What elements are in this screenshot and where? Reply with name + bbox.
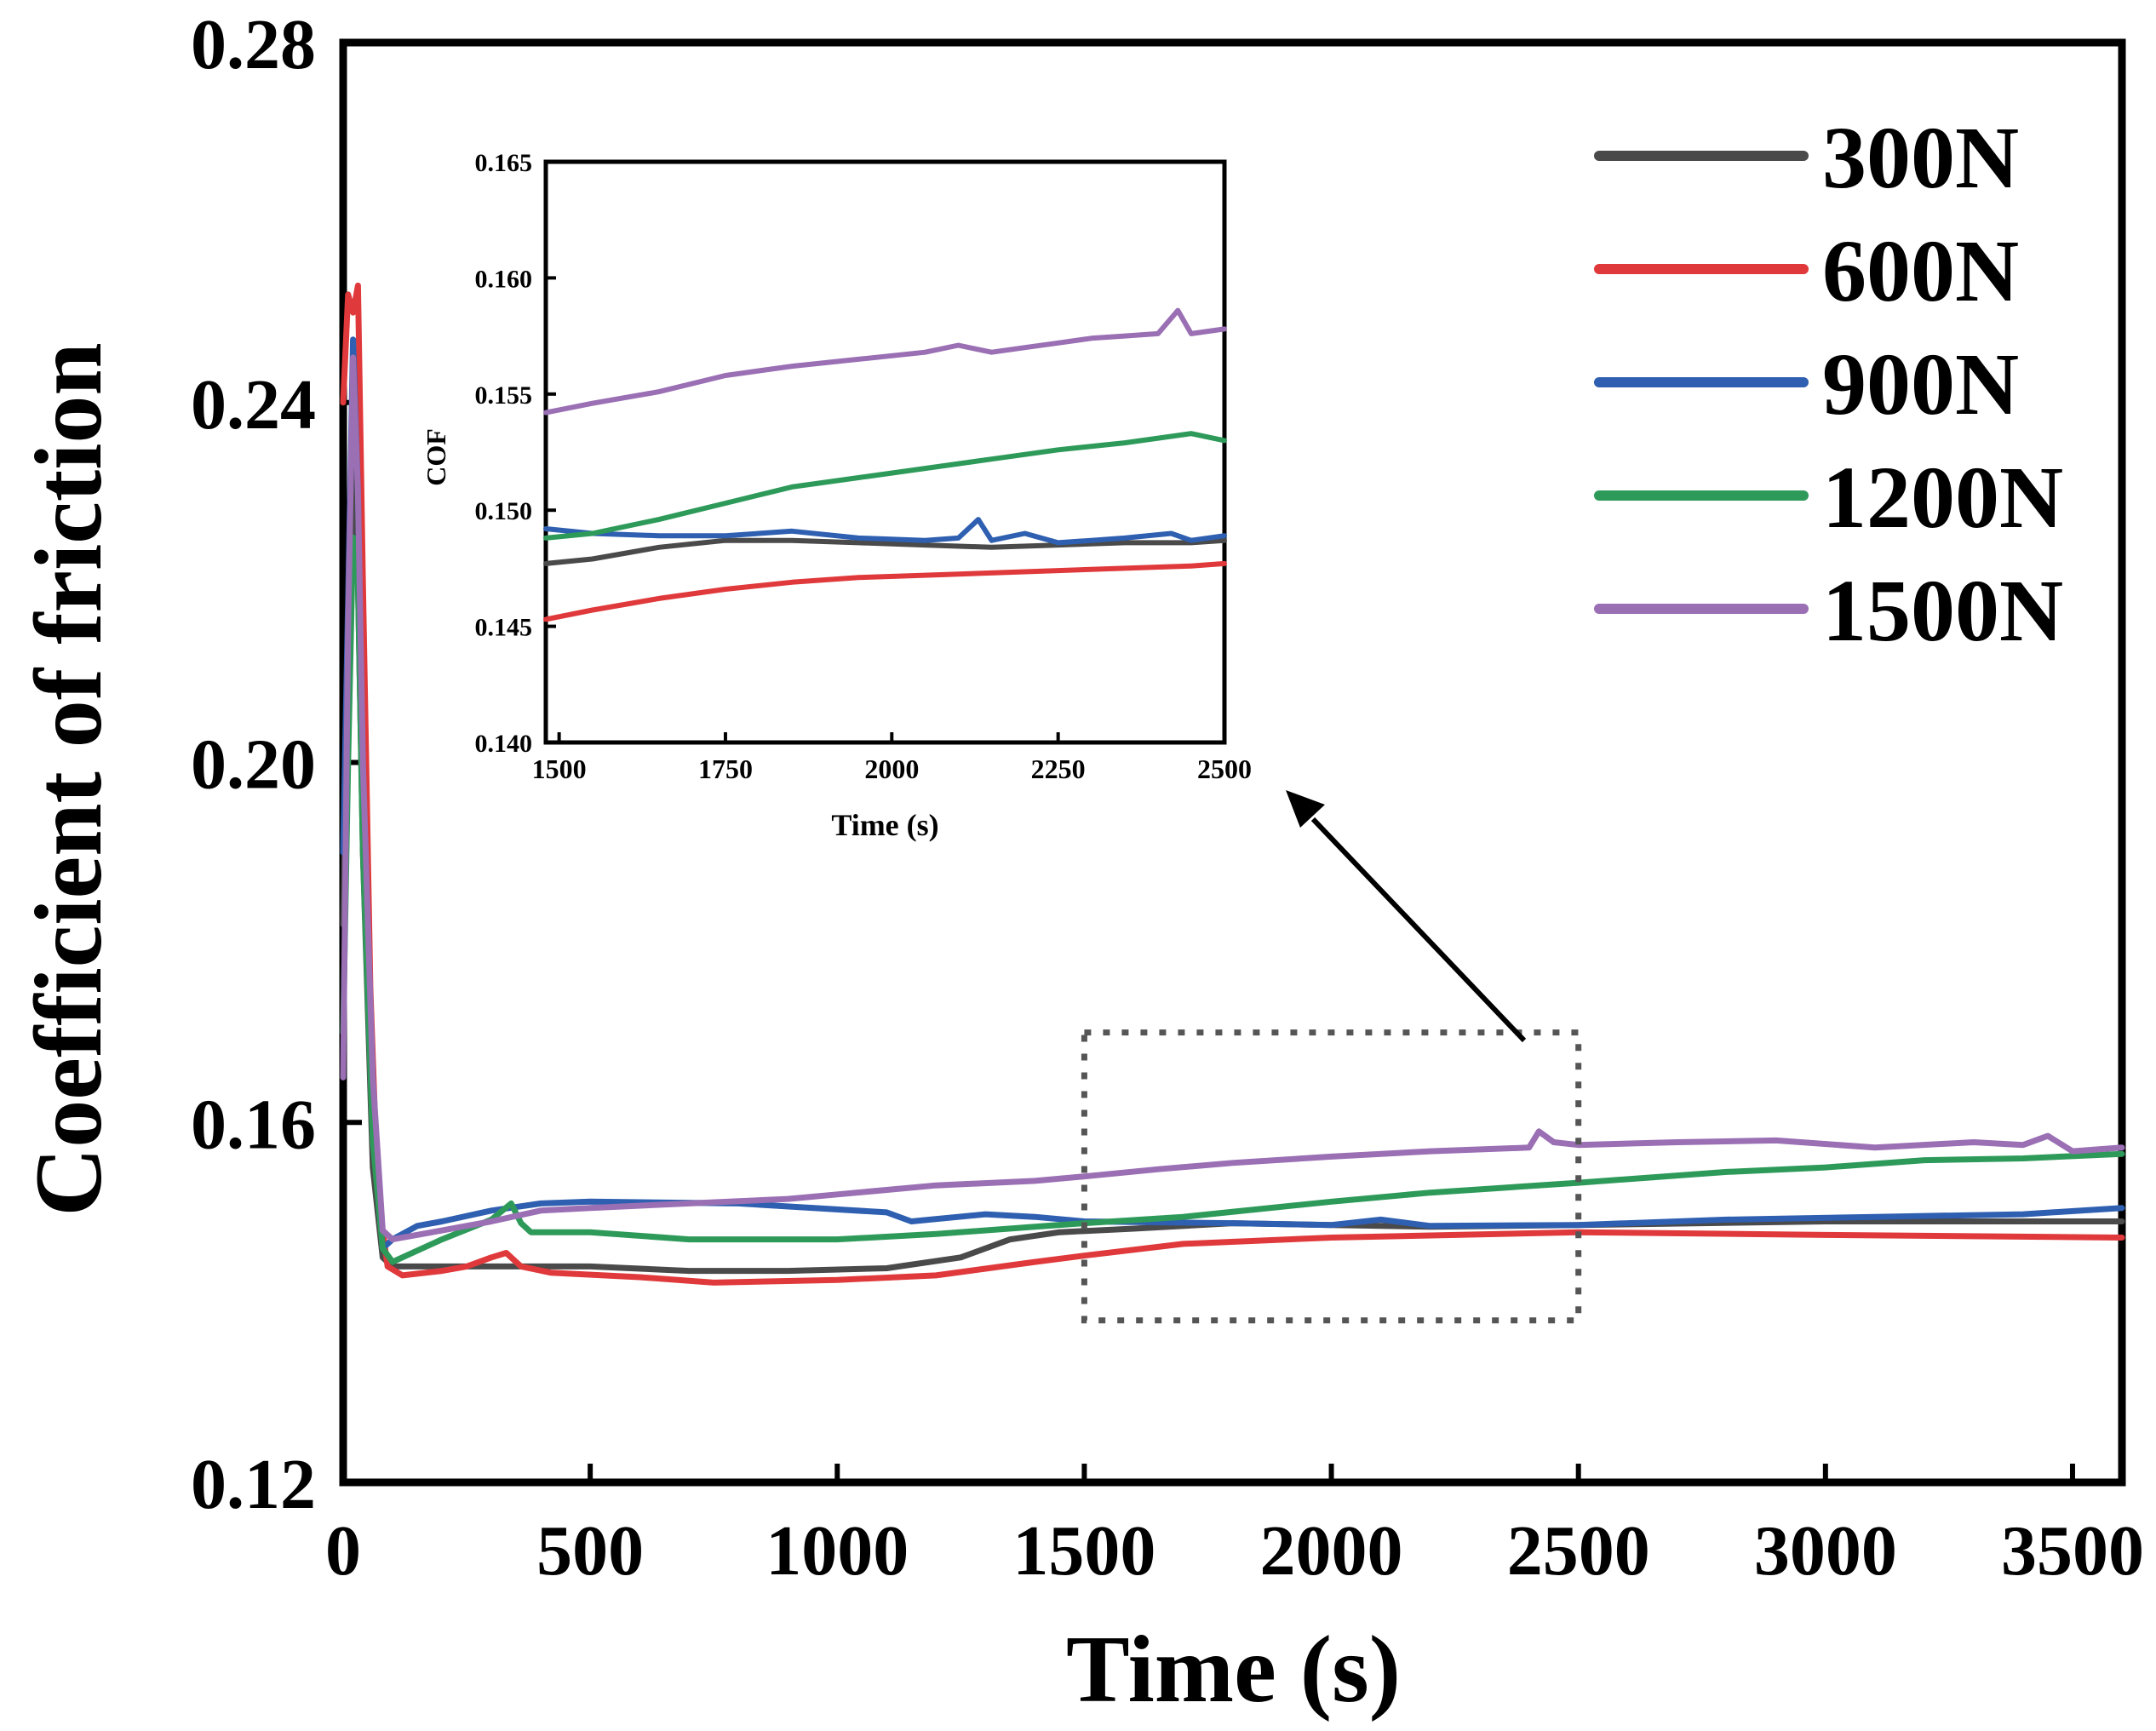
inset-y-tick-label: 0.140 — [475, 730, 533, 758]
legend-label-1500N: 1500N — [1822, 562, 2063, 660]
main-x-tick-label: 1500 — [1012, 1511, 1155, 1591]
main-x-tick-label: 1000 — [765, 1511, 909, 1591]
inset-x-tick-label: 1750 — [698, 754, 753, 784]
legend: 300N 600N 900N 1200N 1500N — [1594, 109, 2063, 660]
zoom-region-box — [1081, 1029, 1582, 1324]
inset-series-line-900N — [543, 517, 1227, 546]
inset-series-line-600N — [543, 560, 1227, 622]
inset-plot-frame — [543, 159, 1227, 745]
main-y-tick-label: 0.16 — [191, 1085, 316, 1164]
inset-y-tick-label: 0.160 — [475, 265, 533, 293]
main-x-tick-label: 2500 — [1507, 1511, 1650, 1591]
series-line-600N — [340, 282, 2125, 1286]
inset-x-tick-label: 1500 — [532, 754, 587, 784]
main-x-tick-label: 3500 — [2001, 1511, 2144, 1591]
inset-series-group — [543, 307, 1227, 622]
legend-label-600N: 600N — [1822, 222, 2019, 320]
main-x-tick-label: 0 — [325, 1511, 361, 1591]
main-x-axis-label: Time (s) — [1066, 1617, 1401, 1722]
main-x-tick-label: 500 — [536, 1511, 644, 1591]
inset-x-tick-label: 2500 — [1197, 754, 1252, 784]
zoom-arrow-line — [1310, 817, 1527, 1043]
inset-x-tick-label: 2250 — [1031, 754, 1086, 784]
inset-y-tick-label: 0.145 — [475, 614, 533, 642]
main-plot: 0 500 1000 1500 2000 2500 3000 3500 0.12 0.16 0.20… — [16, 5, 2144, 1722]
zoom-indicator — [1081, 790, 1582, 1324]
inset-y-tick-label: 0.155 — [475, 381, 533, 410]
inset-y-tick-label: 0.150 — [475, 497, 533, 525]
main-y-tick-label: 0.12 — [191, 1445, 316, 1524]
main-y-tick-label: 0.24 — [191, 365, 316, 444]
inset-plot: 1500 1750 2000 2250 2500 0.140 0.145 0.150 0.155… — [421, 149, 1252, 842]
main-x-tick-label: 3000 — [1754, 1511, 1897, 1591]
legend-label-300N: 300N — [1822, 109, 2019, 207]
inset-y-axis-label: COF — [421, 428, 451, 486]
inset-series-line-1500N — [543, 307, 1227, 416]
zoom-arrow-head — [1286, 790, 1325, 828]
legend-label-900N: 900N — [1822, 335, 2019, 433]
inset-x-axis-label: Time (s) — [831, 808, 938, 842]
main-series-group — [340, 282, 2125, 1286]
main-y-tick-label: 0.20 — [191, 725, 316, 805]
inset-series-line-300N — [543, 537, 1227, 566]
legend-label-1200N: 1200N — [1822, 449, 2063, 547]
inset-y-tick-label: 0.165 — [475, 149, 533, 177]
series-line-1500N — [340, 354, 2125, 1243]
main-y-axis-label: Coefficient of friction — [16, 342, 122, 1216]
main-y-tick-label: 0.28 — [191, 5, 316, 84]
inset-x-tick-label: 2000 — [864, 754, 919, 784]
main-x-tick-label: 2000 — [1260, 1511, 1403, 1591]
inset-series-line-1200N — [543, 431, 1227, 541]
